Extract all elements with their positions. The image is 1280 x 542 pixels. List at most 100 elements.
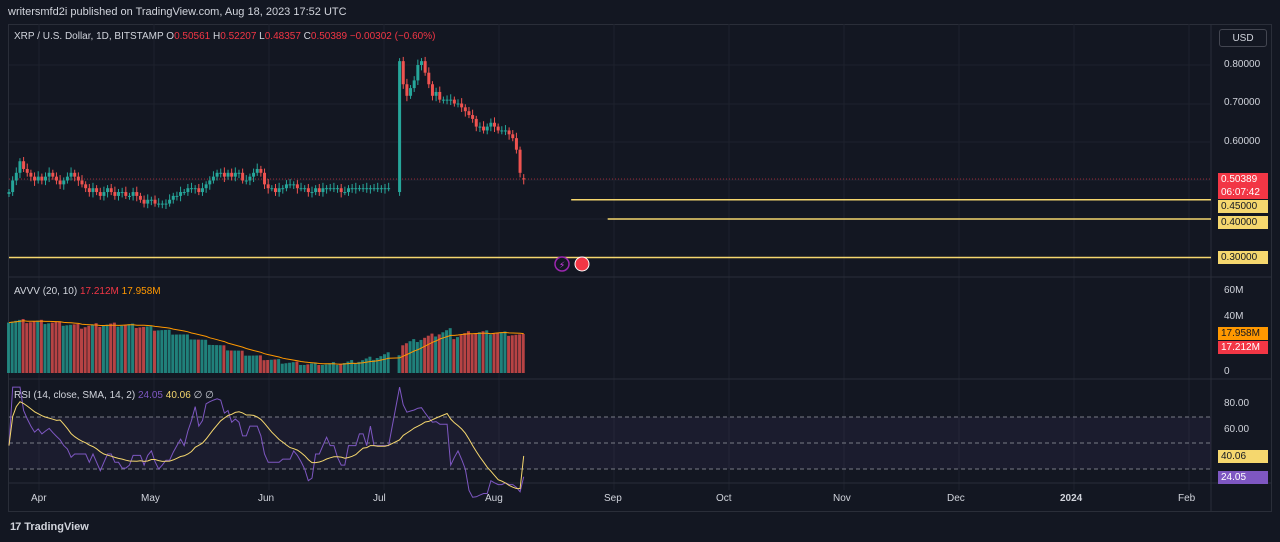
volume-bar xyxy=(320,365,324,373)
countdown-tag: 06:07:42 xyxy=(1218,186,1268,199)
candle-body xyxy=(493,122,497,127)
time-tick: Nov xyxy=(833,493,851,504)
candle-body xyxy=(489,122,493,127)
volume-bar xyxy=(116,326,120,373)
volume-bar xyxy=(459,335,463,373)
candle-body xyxy=(350,188,354,190)
candle-body xyxy=(62,180,66,185)
tradingview-mark-icon: 17 xyxy=(10,521,21,533)
candle-body xyxy=(500,130,504,132)
volume-bar xyxy=(375,358,379,373)
rsi-sma-tag: 40.06 xyxy=(1218,450,1268,463)
candle-body xyxy=(54,176,58,181)
time-tick: Dec xyxy=(947,493,965,504)
volume-bar xyxy=(518,334,522,373)
volume-bar xyxy=(218,345,222,373)
volume-bar xyxy=(386,352,390,373)
rsi-extra-1: ∅ xyxy=(193,390,203,401)
volume-bar xyxy=(153,330,157,373)
tradingview-logo[interactable]: 17 TradingView xyxy=(10,521,89,533)
candle-body xyxy=(36,176,40,181)
volume-bar xyxy=(521,333,525,373)
volume-bar xyxy=(149,326,153,373)
time-tick: May xyxy=(141,493,160,504)
candle-body xyxy=(25,168,29,173)
candle-body xyxy=(211,176,215,181)
volume-ma-value: 17.958M xyxy=(121,286,161,297)
symbol-label[interactable]: XRP / U.S. Dollar, 1D, BITSTAMP xyxy=(14,31,164,42)
volume-tick: 40M xyxy=(1224,311,1244,322)
low-value: 0.48357 xyxy=(264,31,301,42)
volume-bar xyxy=(408,341,412,373)
volume-bar xyxy=(324,364,328,373)
chart-frame[interactable] xyxy=(8,24,1272,512)
candle-body xyxy=(102,192,106,196)
volume-bar xyxy=(98,326,102,373)
rsi-sma-line xyxy=(8,401,525,490)
candle-body xyxy=(449,99,453,101)
volume-bar xyxy=(131,323,135,373)
volume-bar xyxy=(426,335,430,373)
candle-body xyxy=(237,172,241,174)
volume-bar xyxy=(58,321,62,373)
volume-legend: AVVV (20, 10) 17.212M 17.958M xyxy=(14,286,161,297)
volume-bar xyxy=(247,355,251,373)
volume-bar xyxy=(441,332,445,373)
candle-body xyxy=(44,176,48,181)
candle-body xyxy=(273,188,277,193)
candle-body xyxy=(175,195,179,197)
candle-body xyxy=(179,192,183,196)
candle-body xyxy=(423,61,427,73)
candle-body xyxy=(208,180,212,185)
rsi-indicator-label[interactable]: RSI (14, close, SMA, 14, 2) xyxy=(14,390,136,401)
candle-body xyxy=(51,172,55,177)
candle-body xyxy=(87,188,91,193)
volume-bar xyxy=(90,324,94,373)
candle-body xyxy=(18,161,22,173)
volume-bar xyxy=(496,332,500,373)
candle-body xyxy=(146,199,150,204)
candle-body xyxy=(306,188,310,193)
volume-ma-line xyxy=(8,320,524,365)
candle-body xyxy=(332,188,336,190)
volume-bar xyxy=(87,325,91,373)
time-tick: Jun xyxy=(258,493,275,504)
volume-bar xyxy=(258,355,262,373)
volume-bar xyxy=(382,354,386,373)
candle-body xyxy=(40,176,44,181)
volume-bar xyxy=(142,326,146,373)
volume-bar xyxy=(404,343,408,373)
candle-body xyxy=(288,184,292,186)
level-tag-045: 0.45000 xyxy=(1218,200,1268,213)
volume-bar xyxy=(211,344,215,373)
volume-bar xyxy=(14,320,18,373)
volume-tag: 17.212M xyxy=(1218,341,1268,354)
volume-bar xyxy=(456,337,460,373)
publish-text: writersmfd2i published on TradingView.co… xyxy=(8,6,347,18)
candle-body xyxy=(343,192,347,194)
candle-body xyxy=(248,176,252,181)
candle-body xyxy=(65,176,69,181)
candle-body xyxy=(73,172,77,177)
candle-body xyxy=(171,195,175,200)
candle-body xyxy=(474,118,478,127)
volume-bar xyxy=(514,334,518,373)
time-tick: 2024 xyxy=(1060,493,1083,504)
candle-body xyxy=(321,188,325,193)
candle-body xyxy=(109,188,113,193)
candle-body xyxy=(383,188,387,190)
rsi-tick: 80.00 xyxy=(1224,398,1250,409)
price-tick: 0.80000 xyxy=(1224,59,1261,70)
volume-bar xyxy=(419,339,423,373)
candle-body xyxy=(445,99,449,101)
volume-bar xyxy=(178,334,182,373)
volume-indicator-label[interactable]: AVVV (20, 10) xyxy=(14,286,78,297)
candle-body xyxy=(204,184,208,189)
candle-body xyxy=(514,138,518,150)
currency-button[interactable]: USD xyxy=(1219,29,1267,47)
volume-bar xyxy=(36,320,40,373)
volume-bar xyxy=(244,355,248,373)
candle-body xyxy=(368,188,372,190)
candle-body xyxy=(160,203,164,205)
